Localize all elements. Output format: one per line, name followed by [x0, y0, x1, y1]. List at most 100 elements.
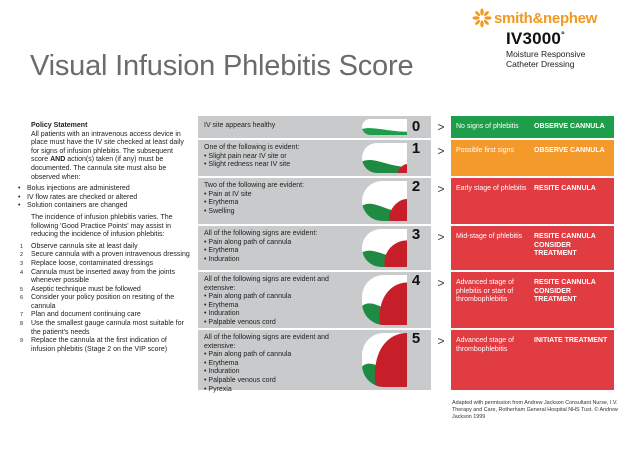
score-number: 5: [411, 330, 421, 347]
score-result: Early stage of phlebitis RESITE CANNULA: [451, 178, 614, 224]
score-number: 0: [411, 118, 421, 135]
score-criteria: One of the following is evident: • Sligh…: [198, 140, 431, 176]
criteria-symptom: • Pyrexia: [204, 385, 232, 393]
score-result: Advanced stage of phlebitis or start of …: [451, 272, 614, 328]
policy-heading: Policy Statement: [31, 122, 88, 129]
criteria-lead: All of the following signs are evident a…: [204, 334, 329, 350]
symptom-text: Swelling: [208, 207, 235, 215]
result-action: RESITE CANNULA: [534, 185, 596, 192]
symptom-text: Pyrexia: [208, 385, 232, 393]
practice-point: 1 Observe cannula site at least daily: [17, 243, 191, 252]
criteria-symptom: • Erythema: [204, 359, 239, 367]
criteria-lead: One of the following is evident:: [204, 144, 300, 151]
score-row-3: All of the following signs are evident: …: [198, 226, 614, 270]
score-row-4: All of the following signs are evident a…: [198, 272, 614, 328]
score-number: 4: [411, 272, 421, 289]
score-row-2: Two of the following are evident: • Pain…: [198, 178, 614, 224]
product-mark: °: [561, 29, 565, 40]
symptom-text: Slight pain near IV site or: [208, 152, 287, 160]
criteria-symptom: • Erythema: [204, 301, 239, 309]
symptom-text: Slight redness near IV site: [208, 161, 291, 169]
policy-bullet: IV flow rates are checked or altered: [17, 194, 191, 203]
score-row-5: All of the following signs are evident a…: [198, 330, 614, 393]
symptom-text: Pain along path of cannula: [208, 351, 292, 359]
redness-gauge: [362, 119, 407, 135]
point-text: Aseptic technique must be followed: [31, 285, 141, 293]
point-text: Replace the cannula at the first indicat…: [31, 337, 168, 353]
practice-point: 3 Replace loose, contaminated dressings: [17, 260, 191, 269]
policy-intro-2: action(s) taken (if any) must be documen…: [31, 156, 167, 181]
symptom-text: Pain at IV site: [208, 190, 252, 198]
policy-statement: Policy Statement All patients with an in…: [17, 122, 191, 354]
point-number: 3: [20, 260, 24, 267]
redness-area: [374, 333, 407, 387]
point-number: 5: [20, 286, 24, 293]
criteria-symptom: • Slight pain near IV site or: [204, 152, 287, 160]
score-criteria: IV site appears healthy 0: [198, 116, 431, 138]
page-title: Visual Infusion Phlebitis Score: [30, 50, 414, 82]
criteria-symptom: • Pain along path of cannula: [204, 238, 292, 246]
symptom-text: Pain along path of cannula: [208, 238, 292, 246]
symptom-text: Erythema: [208, 359, 239, 367]
redness-gauge-shape: [362, 128, 407, 135]
symptom-text: Pain along path of cannula: [208, 293, 292, 301]
score-criteria: All of the following signs are evident: …: [198, 226, 431, 270]
criteria-symptom: • Swelling: [204, 207, 235, 215]
criteria-text: Two of the following are evident: • Pain…: [204, 182, 362, 216]
criteria-symptom: • Slight redness near IV site: [204, 161, 291, 169]
criteria-lead: IV site appears healthy: [204, 122, 276, 129]
product-subtitle-1: Moisture Responsive: [506, 49, 586, 59]
result-description: Mid-stage of phlebitis: [456, 233, 523, 240]
chevron-right-icon: >: [437, 182, 445, 196]
score-criteria: Two of the following are evident: • Pain…: [198, 178, 431, 224]
good-practice-points: 1 Observe cannula site at least daily 2 Se…: [17, 243, 191, 355]
criteria-text: All of the following signs are evident a…: [204, 276, 362, 328]
criteria-text: All of the following signs are evident a…: [204, 334, 362, 394]
symptom-text: Induration: [208, 255, 240, 263]
policy-intro-and: AND: [50, 156, 66, 164]
criteria-symptom: • Pain along path of cannula: [204, 351, 292, 359]
redness-gauge-shape: [362, 160, 407, 173]
chevron-right-icon: >: [437, 144, 445, 158]
redness-gauge: [362, 229, 407, 267]
result-action: OBSERVE CANNULA: [534, 147, 605, 154]
score-result: Advanced stage of thrombophlebitis INITI…: [451, 330, 614, 390]
point-text: Consider your policy position on resitin…: [31, 294, 175, 310]
brand-logo: smith&nephew: [472, 8, 632, 28]
score-number: 3: [411, 226, 421, 243]
chevron-right-icon: >: [437, 230, 445, 244]
redness-area: [389, 199, 407, 221]
criteria-symptom: • Palpable venous cord: [204, 376, 276, 384]
symptom-text: Induration: [208, 310, 240, 318]
result-description: Advanced stage of thrombophlebitis: [456, 337, 514, 353]
score-criteria: All of the following signs are evident a…: [198, 272, 431, 328]
criteria-symptom: • Induration: [204, 255, 240, 263]
credit-note: Adapted with permission from Andrew Jack…: [452, 400, 618, 420]
result-description: No signs of phlebitis: [456, 123, 519, 130]
score-result: Possible first signs OBSERVE CANNULA: [451, 140, 614, 176]
criteria-text: One of the following is evident: • Sligh…: [204, 144, 362, 170]
redness-area: [379, 282, 407, 325]
score-row-1: One of the following is evident: • Sligh…: [198, 140, 614, 176]
criteria-lead: Two of the following are evident:: [204, 182, 305, 189]
criteria-symptom: • Induration: [204, 310, 240, 318]
practice-point: 8 Use the smallest gauge cannula most sui…: [17, 320, 191, 337]
criteria-symptom: • Erythema: [204, 199, 239, 207]
symptom-text: Palpable venous cord: [208, 376, 276, 384]
redness-gauge: [362, 275, 407, 325]
brand-name: smith&nephew: [494, 9, 598, 27]
redness-gauge-shape: [362, 199, 407, 221]
result-action: OBSERVE CANNULA: [534, 123, 605, 130]
result-action: INITIATE TREATMENT: [534, 337, 608, 344]
point-number: 9: [20, 338, 24, 345]
point-number: 7: [20, 312, 24, 319]
criteria-lead: All of the following signs are evident a…: [204, 276, 329, 292]
point-number: 4: [20, 269, 24, 276]
redness-gauge: [362, 143, 407, 173]
point-text: Cannula must be inserted away from the j…: [31, 268, 175, 285]
point-text: Secure cannula with a proven intravenous…: [31, 251, 190, 259]
practice-point: 6 Consider your policy position on resiti…: [17, 294, 191, 311]
skin-base: [362, 128, 407, 135]
practice-point: 5 Aseptic technique must be followed: [17, 286, 191, 295]
redness-area: [397, 164, 407, 173]
